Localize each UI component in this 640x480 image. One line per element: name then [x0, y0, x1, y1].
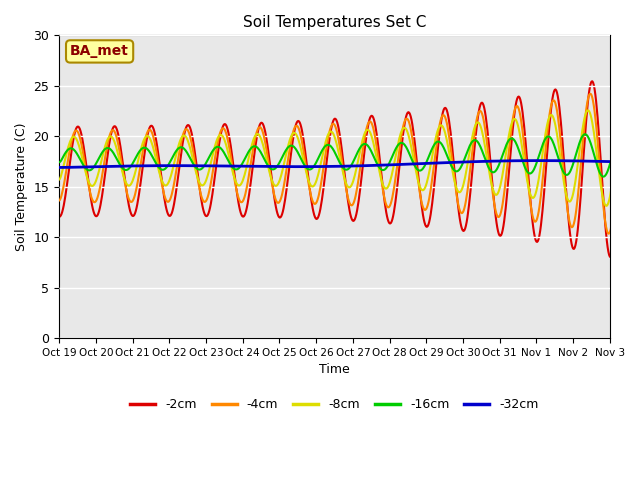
Legend: -2cm, -4cm, -8cm, -16cm, -32cm: -2cm, -4cm, -8cm, -16cm, -32cm — [125, 393, 544, 416]
Y-axis label: Soil Temperature (C): Soil Temperature (C) — [15, 122, 28, 251]
Title: Soil Temperatures Set C: Soil Temperatures Set C — [243, 15, 426, 30]
X-axis label: Time: Time — [319, 363, 350, 376]
Text: BA_met: BA_met — [70, 45, 129, 59]
